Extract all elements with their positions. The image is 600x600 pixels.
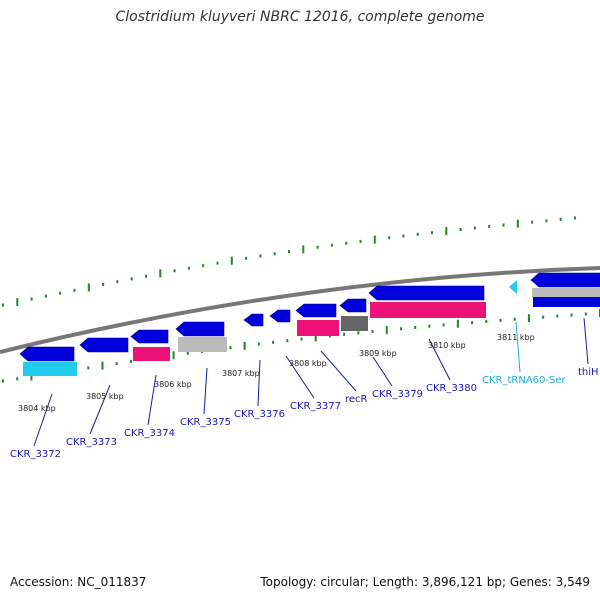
- leader-line: [372, 356, 393, 387]
- leader-line: [320, 350, 357, 392]
- leader-line: [89, 384, 111, 435]
- cds-arrow: [295, 303, 337, 318]
- gene-label: CKR_3375: [180, 417, 231, 428]
- misc-block: [178, 337, 227, 352]
- leader-line: [33, 393, 53, 447]
- leader-line: [428, 338, 451, 381]
- rrna-block: [370, 302, 486, 318]
- kbp-tick-label: 3811 kbp: [497, 333, 535, 342]
- rrna-block: [297, 320, 339, 336]
- kbp-labels: 3804 kbp 3805 kbp 3806 kbp 3807 kbp 3808 kbp…: [18, 333, 535, 413]
- gene-label: CKR_3374: [124, 428, 175, 439]
- cds-arrow: [130, 329, 169, 344]
- gene-label: CKR_3373: [66, 437, 117, 448]
- cds-arrow: [339, 298, 367, 313]
- cds-arrow: [19, 346, 75, 362]
- gene-label: recR: [345, 394, 368, 405]
- gene-label: CKR_3380: [426, 383, 477, 394]
- cds-arrow: [175, 321, 225, 337]
- cds-arrow: [530, 272, 600, 288]
- leader-line: [285, 355, 315, 399]
- gene-label: CKR_3377: [290, 401, 341, 412]
- gene-label: CKR_3379: [372, 389, 423, 400]
- kbp-tick-label: 3806 kbp: [154, 380, 192, 389]
- leader-line: [257, 359, 261, 407]
- genome-summary-text: Topology: circular; Length: 3,896,121 bp…: [260, 575, 590, 589]
- leader-line: [147, 374, 157, 426]
- kbp-tick-label: 3810 kbp: [428, 341, 466, 350]
- genome-backbone: [0, 266, 600, 354]
- kbp-tick-label: 3808 kbp: [289, 359, 327, 368]
- label-leader-lines: [33, 317, 589, 447]
- gene-label: CKR_3376: [234, 409, 285, 420]
- rrna-block: [133, 347, 170, 361]
- cds-arrow: [269, 309, 291, 323]
- map-title: Clostridium kluyveri NBRC 12016, complet…: [115, 9, 485, 25]
- misc-block: [532, 288, 600, 297]
- gene-labels: CKR_3372 CKR_3373 CKR_3374 CKR_3375CKR_3376…: [10, 367, 599, 460]
- cds-arrow: [243, 313, 264, 327]
- outer-tick-ring: [2, 216, 576, 307]
- cds-block: [533, 297, 600, 307]
- kbp-tick-label: 3807 kbp: [222, 369, 260, 378]
- gene-label: thiH: [578, 367, 599, 378]
- kbp-tick-label: 3805 kbp: [86, 392, 124, 401]
- trna-marker: [509, 280, 517, 294]
- misc-dark-block: [341, 316, 368, 331]
- leader-line: [583, 317, 589, 365]
- gene-label: CKR_3372: [10, 449, 61, 460]
- leader-line: [203, 367, 208, 415]
- cds-arrow: [79, 337, 129, 353]
- kbp-tick-label: 3804 kbp: [18, 404, 56, 413]
- cds-arrow: [368, 285, 485, 301]
- accession-text: Accession: NC_011837: [10, 575, 147, 589]
- gene-label: CKR_tRNA60-Ser: [482, 375, 567, 386]
- leader-line: [515, 321, 521, 373]
- kbp-tick-label: 3809 kbp: [359, 349, 397, 358]
- trna-block: [23, 362, 77, 376]
- feature-track: [19, 272, 600, 376]
